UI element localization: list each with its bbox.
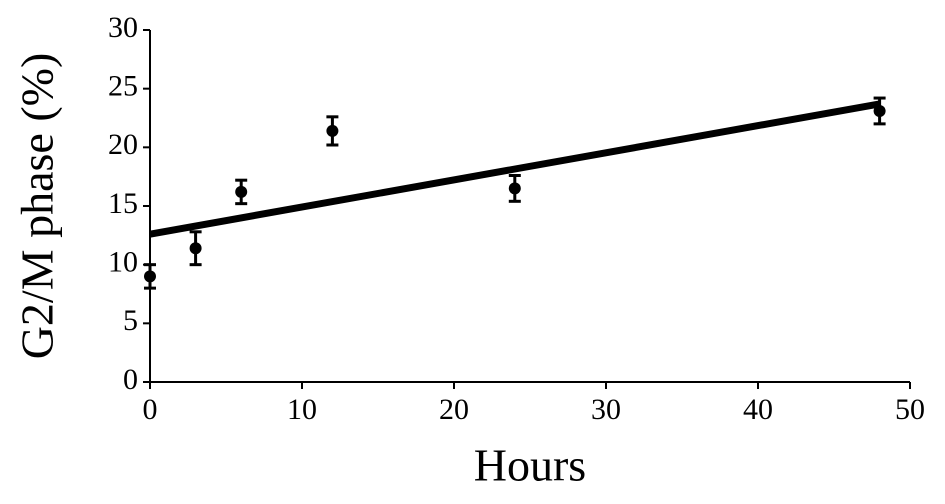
- y-tick-label: 10: [108, 246, 138, 279]
- y-axis-title: G2/M phase (%): [12, 53, 63, 360]
- point: [189, 242, 202, 255]
- point: [144, 270, 156, 283]
- x-tick-label: 50: [895, 393, 925, 426]
- trend-line: [149, 100, 881, 238]
- point: [508, 182, 521, 195]
- y-tick-label: 0: [123, 363, 138, 396]
- y-tick-label: 5: [123, 304, 138, 337]
- x-tick-label: 30: [591, 393, 621, 426]
- x-tick-label: 10: [287, 393, 317, 426]
- x-tick-label: 40: [743, 393, 773, 426]
- x-tick-label: 0: [143, 393, 158, 426]
- point: [873, 104, 886, 117]
- y-tick-label: 25: [108, 70, 138, 103]
- y-tick-label: 20: [108, 128, 138, 161]
- point: [326, 124, 339, 137]
- x-axis-title: Hours: [474, 440, 586, 491]
- x-tick-label: 20: [439, 393, 469, 426]
- point: [235, 185, 248, 198]
- y-tick-label: 30: [108, 11, 138, 44]
- y-tick-label: 15: [108, 187, 138, 220]
